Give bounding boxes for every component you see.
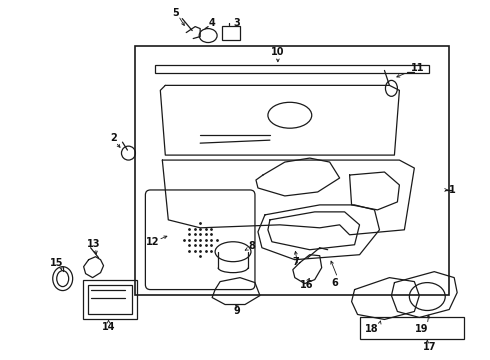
Bar xyxy=(155,66,429,73)
Text: 18: 18 xyxy=(365,324,378,334)
Text: 17: 17 xyxy=(422,342,436,352)
Bar xyxy=(360,318,464,339)
Text: 9: 9 xyxy=(234,306,241,316)
Text: 19: 19 xyxy=(415,324,428,334)
Text: 13: 13 xyxy=(87,239,100,249)
Bar xyxy=(135,45,449,294)
Text: 1: 1 xyxy=(449,185,456,195)
Text: 2: 2 xyxy=(110,133,117,143)
Bar xyxy=(222,26,240,40)
Text: 4: 4 xyxy=(209,18,216,28)
Text: 7: 7 xyxy=(293,257,299,267)
Text: 14: 14 xyxy=(102,323,115,332)
Text: 16: 16 xyxy=(300,280,314,289)
Text: 3: 3 xyxy=(234,18,241,28)
Text: 12: 12 xyxy=(146,237,159,247)
Bar xyxy=(83,280,137,319)
Text: 15: 15 xyxy=(50,258,64,268)
Text: 5: 5 xyxy=(172,8,179,18)
Text: 10: 10 xyxy=(271,48,285,58)
Text: 6: 6 xyxy=(331,278,338,288)
Bar xyxy=(88,285,132,315)
Text: 11: 11 xyxy=(411,63,424,73)
Text: 8: 8 xyxy=(248,241,255,251)
